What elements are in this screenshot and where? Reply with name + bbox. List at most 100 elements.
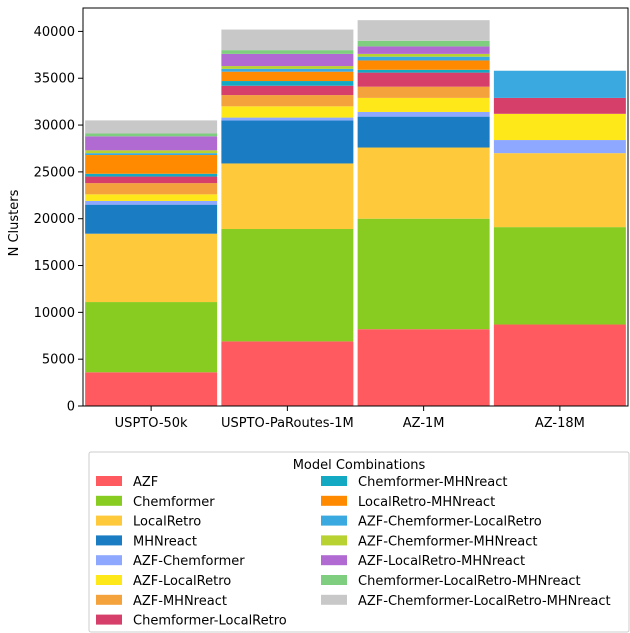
bar-segment-uspto-paroutes-1m-azf-localretro-mhnreact <box>221 53 354 67</box>
bar-segment-az-1m-azf-localretro-mhnreact <box>357 46 490 54</box>
bar-segment-uspto-paroutes-1m-mhnreact <box>221 120 354 164</box>
bar-segment-uspto-50k-chemformer <box>85 302 218 373</box>
bar-segment-uspto-paroutes-1m-azf <box>221 341 354 406</box>
bar-segment-az-1m-azf-chemformer-mhnreact <box>357 53 490 57</box>
bar-segment-az-18m-localretro <box>493 153 626 228</box>
y-axis-label: N Clusters <box>7 189 22 256</box>
legend-label-azf-chemformer-localretro: AZF-Chemformer-LocalRetro <box>358 515 542 530</box>
bar-segment-az-1m-azf-chemformer-localretro-mhnreact <box>357 20 490 41</box>
legend: Model Combinations AZF Chemformer LocalRet… <box>88 451 630 633</box>
legend-label-azf: AZF <box>133 475 158 490</box>
x-tick-label: USPTO-PaRoutes-1M <box>221 416 354 431</box>
y-tick-label: 15000 <box>34 259 75 274</box>
legend-label-localretro: LocalRetro <box>133 515 201 530</box>
bar-segment-uspto-50k-azf-chemformer-localretro <box>85 153 218 156</box>
legend-label-chemformer-localretro-mhnreact: Chemformer-LocalRetro-MHNreact <box>358 574 581 589</box>
bar-segment-az-1m-azf-localretro <box>357 97 490 112</box>
bar-segment-az-1m-azf-chemformer <box>357 111 490 117</box>
bar-segment-uspto-paroutes-1m-chemformer-mhnreact <box>221 81 354 86</box>
legend-box <box>88 451 630 633</box>
y-tick-label: 35000 <box>34 72 75 87</box>
bar-segment-az-1m-localretro <box>357 147 490 219</box>
x-tick-label: USPTO-50k <box>115 416 188 431</box>
bar-segment-uspto-paroutes-1m-azf-chemformer-localretro-mhnreact <box>221 29 354 51</box>
bar-segment-uspto-50k-azf <box>85 372 218 406</box>
x-axis: USPTO-50k USPTO-PaRoutes-1M AZ-1M AZ-18M <box>115 406 585 431</box>
bar-segment-az-1m-chemformer <box>357 218 490 330</box>
y-tick-label: 20000 <box>34 212 75 227</box>
bar-segment-az-1m-mhnreact <box>357 116 490 148</box>
legend-swatch-localretro-mhnreact <box>321 495 347 506</box>
legend-swatch-azf-chemformer <box>96 555 122 566</box>
bar-segment-az-1m-chemformer-localretro-mhnreact <box>357 40 490 47</box>
bar-segment-uspto-50k-azf-localretro <box>85 194 218 201</box>
legend-label-azf-localretro: AZF-LocalRetro <box>133 574 231 589</box>
legend-swatch-localretro <box>96 515 122 526</box>
x-tick-label: AZ-18M <box>535 416 585 431</box>
legend-label-azf-chemformer: AZF-Chemformer <box>133 554 245 569</box>
bar-segment-az-18m-chemformer-localretro <box>493 97 626 114</box>
bar-segment-uspto-50k-chemformer-localretro-mhnreact <box>85 133 218 137</box>
legend-swatch-chemformer-localretro <box>96 614 122 625</box>
bar-segment-uspto-paroutes-1m-azf-localretro <box>221 106 354 118</box>
bar-segment-uspto-50k-azf-chemformer-mhnreact <box>85 150 218 154</box>
bar-segment-uspto-50k-mhnreact <box>85 204 218 234</box>
legend-swatch-azf-localretro-mhnreact <box>321 555 347 566</box>
legend-swatch-azf-chemformer-localretro-mhnreact <box>321 594 347 605</box>
bar-segment-az-1m-azf <box>357 329 490 406</box>
y-tick-label: 30000 <box>34 119 75 134</box>
legend-label-localretro-mhnreact: LocalRetro-MHNreact <box>358 495 495 510</box>
plot-area <box>82 7 629 407</box>
legend-swatch-chemformer <box>96 495 122 506</box>
bar-segment-uspto-50k-azf-chemformer-localretro-mhnreact <box>85 120 218 134</box>
bar-segment-uspto-paroutes-1m-chemformer <box>221 229 354 342</box>
y-tick-label: 25000 <box>34 165 75 180</box>
bar-segment-az-1m-azf-mhnreact <box>357 86 490 98</box>
legend-swatch-chemformer-mhnreact <box>321 476 347 486</box>
bar-segment-uspto-paroutes-1m-localretro-mhnreact <box>221 71 354 82</box>
bar-segment-az-18m-azf <box>493 324 626 406</box>
bar-segment-uspto-50k-chemformer-mhnreact <box>85 173 218 177</box>
bar-segment-uspto-50k-localretro-mhnreact <box>85 155 218 174</box>
legend-label-azf-chemformer-mhnreact: AZF-Chemformer-MHNreact <box>358 534 537 549</box>
bar-segment-az-18m-azf-localretro <box>493 113 626 141</box>
legend-swatch-azf-chemformer-localretro <box>321 515 347 526</box>
bar-segment-uspto-50k-localretro <box>85 233 218 303</box>
bar-segment-az-18m-azf-chemformer <box>493 140 626 154</box>
legend-label-chemformer: Chemformer <box>133 495 215 510</box>
legend-title: Model Combinations <box>293 458 426 473</box>
bar-segment-uspto-paroutes-1m-azf-mhnreact <box>221 95 354 107</box>
y-tick-label: 40000 <box>34 25 75 40</box>
bar-segment-uspto-50k-azf-mhnreact <box>85 183 218 195</box>
legend-items: AZF Chemformer LocalRetro MHNreact AZF-Chemf… <box>96 475 611 629</box>
legend-label-azf-localretro-mhnreact: AZF-LocalRetro-MHNreact <box>358 554 525 569</box>
bar-segment-az-1m-chemformer-localretro <box>357 72 490 87</box>
legend-label-mhnreact: MHNreact <box>133 534 197 549</box>
bar-segment-az-18m-azf-chemformer-localretro <box>493 70 626 98</box>
y-tick-label: 10000 <box>34 306 75 321</box>
plot-frame <box>82 7 629 407</box>
bar-segment-az-1m-localretro-mhnreact <box>357 60 490 70</box>
legend-swatch-azf <box>96 476 122 486</box>
bar-segment-uspto-paroutes-1m-azf-chemformer-mhnreact <box>221 66 354 69</box>
bar-segment-uspto-50k-azf-chemformer <box>85 200 218 205</box>
legend-label-chemformer-mhnreact: Chemformer-MHNreact <box>358 475 507 490</box>
legend-label-azf-mhnreact: AZF-MHNreact <box>133 594 227 609</box>
bar-segment-uspto-paroutes-1m-azf-chemformer-localretro <box>221 68 354 72</box>
bar-segment-az-18m-chemformer <box>493 227 626 325</box>
bar-segment-uspto-50k-azf-localretro-mhnreact <box>85 136 218 151</box>
bar-segment-uspto-paroutes-1m-chemformer-localretro <box>221 85 354 96</box>
legend-swatch-mhnreact <box>96 535 122 546</box>
legend-label-chemformer-localretro: Chemformer-LocalRetro <box>133 614 287 629</box>
y-tick-label: 0 <box>67 400 75 415</box>
legend-swatch-azf-chemformer-mhnreact <box>321 535 347 546</box>
legend-label-azf-chemformer-localretro-mhnreact: AZF-Chemformer-LocalRetro-MHNreact <box>358 594 611 609</box>
legend-swatch-azf-mhnreact <box>96 594 122 605</box>
y-axis: 0 5000 10000 15000 20000 25000 30000 35000 40000 <box>34 25 83 415</box>
y-tick-label: 5000 <box>42 353 75 368</box>
legend-swatch-chemformer-localretro-mhnreact <box>321 575 347 585</box>
bar-segment-uspto-paroutes-1m-localretro <box>221 163 354 229</box>
bar-segment-az-1m-azf-chemformer-localretro <box>357 56 490 61</box>
bar-segment-uspto-paroutes-1m-azf-chemformer <box>221 117 354 121</box>
